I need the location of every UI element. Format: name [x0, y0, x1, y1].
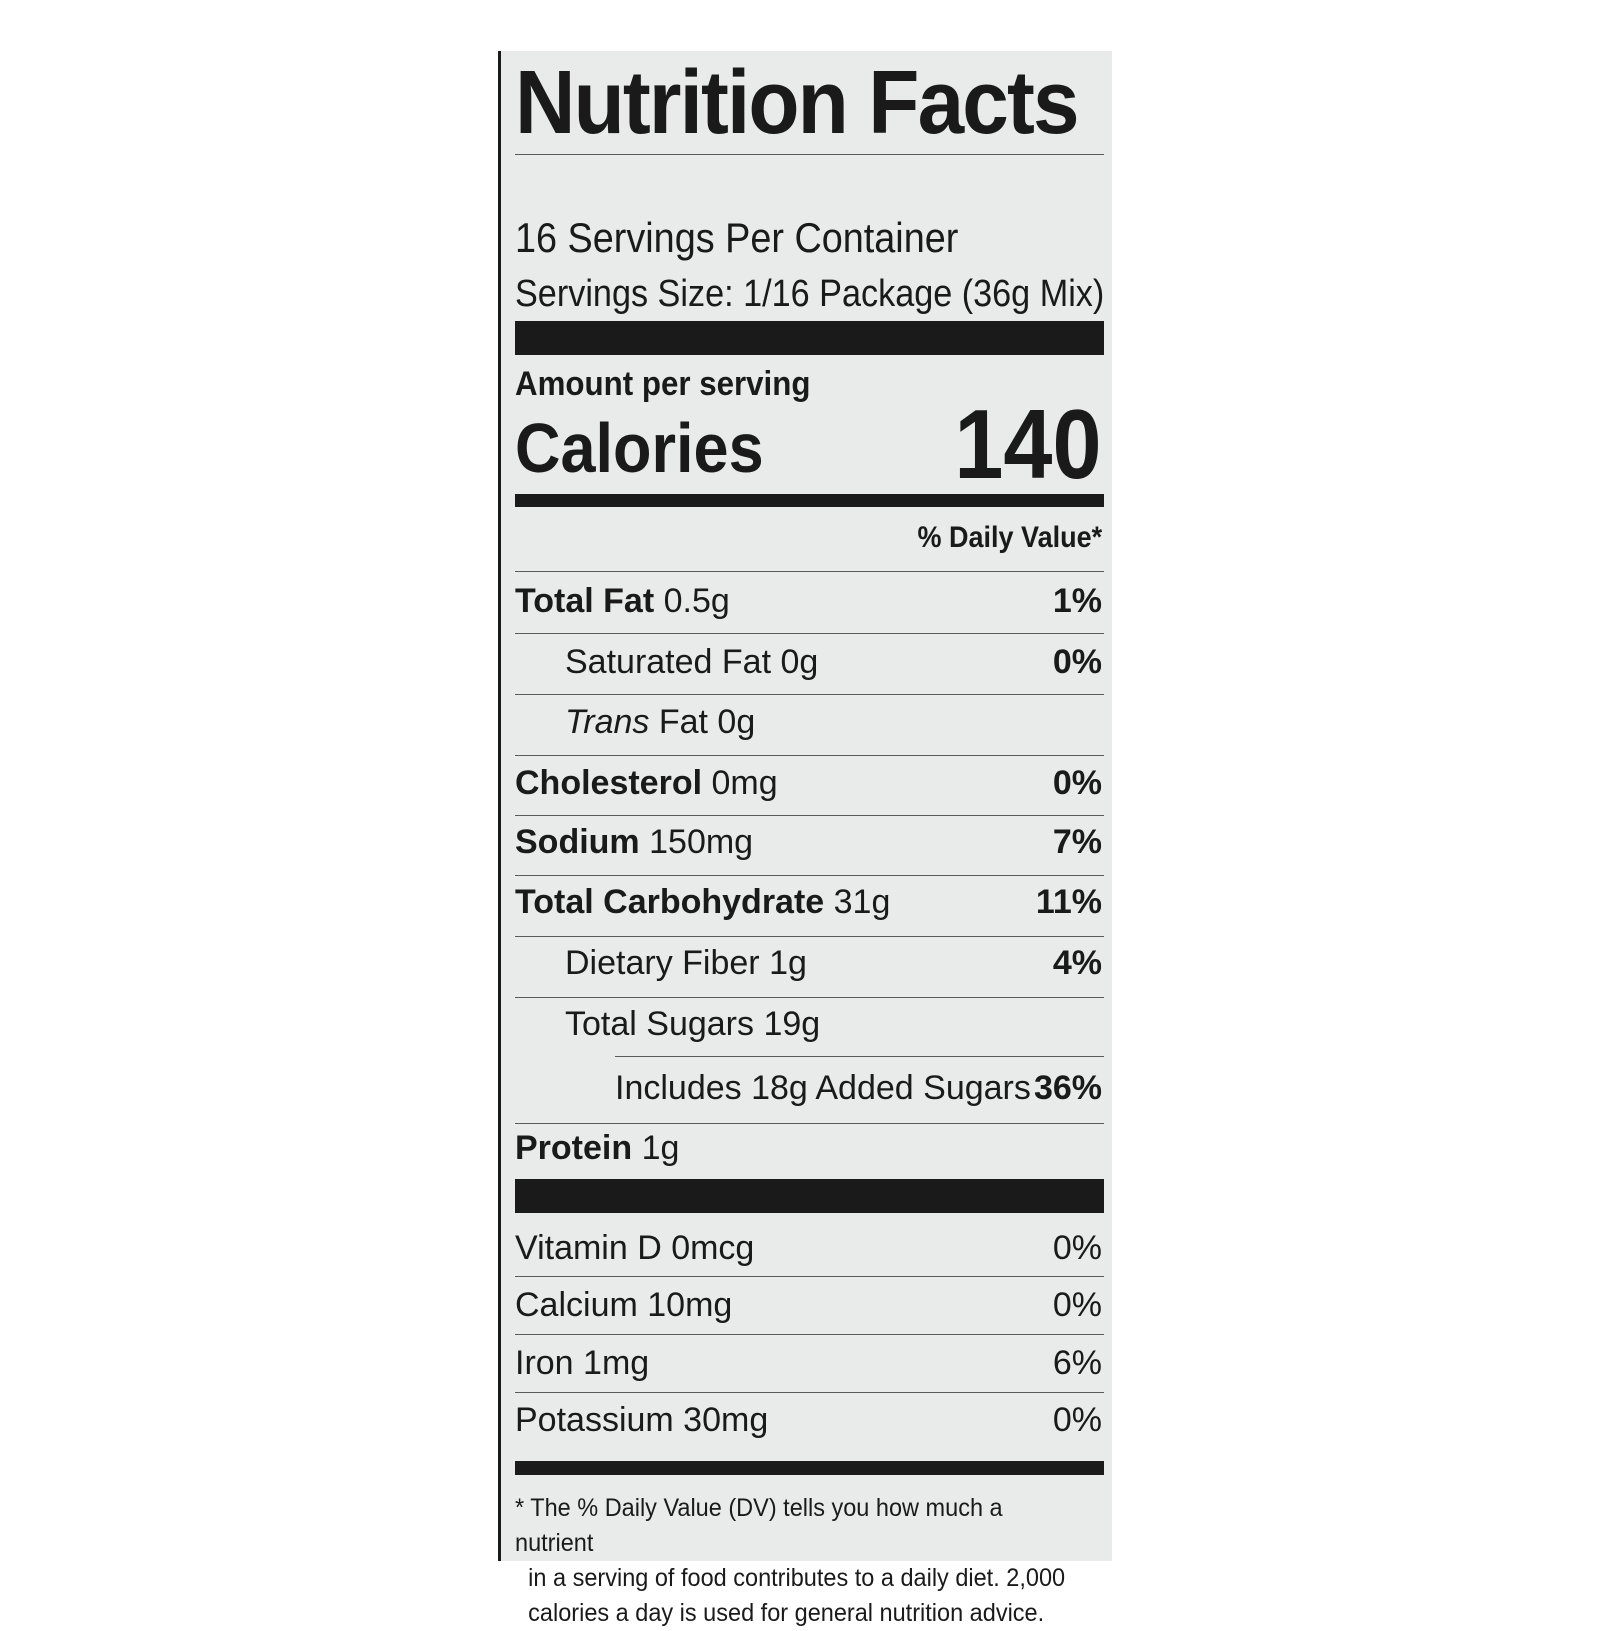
nutrient-row-sodium: Sodium 150mg 7%	[515, 815, 1104, 875]
vitamin-row-calcium: Calcium 10mg 0%	[515, 1278, 1104, 1338]
nutrient-dv: 11%	[1035, 883, 1102, 921]
divider	[515, 997, 1104, 998]
nutrient-amount: 1g	[769, 944, 807, 982]
vitamin-dv: 6%	[1052, 1344, 1102, 1382]
divider	[515, 154, 1104, 155]
vitamin-dv: 0%	[1052, 1229, 1102, 1267]
thick-divider	[515, 1179, 1104, 1213]
divider	[515, 1276, 1104, 1277]
footnote-line: * The % Daily Value (DV) tells you how m…	[515, 1494, 1003, 1557]
nutrient-label: Total Carbohydrate 31g	[515, 883, 890, 922]
divider	[515, 1334, 1104, 1335]
serving-size: Servings Size: 1/16 Package (36g Mix)	[515, 273, 1105, 315]
divider	[515, 936, 1104, 937]
thick-divider	[515, 321, 1104, 355]
nutrient-label: Total Sugars 19g	[565, 1005, 820, 1044]
footnote-line: calories a day is used for general nutri…	[528, 1599, 1045, 1627]
divider	[515, 571, 1104, 572]
nutrient-row-dietary-fiber: Dietary Fiber 1g 4%	[515, 936, 1104, 996]
vitamin-row-vitamin-d: Vitamin D 0mcg 0%	[515, 1221, 1104, 1281]
nutrient-amount: 31g	[833, 883, 891, 921]
nutrient-amount: 19g	[763, 1005, 821, 1043]
nutrient-name: Total Carbohydrate	[515, 883, 825, 921]
nutrient-dv: 36%	[1033, 1069, 1102, 1107]
nutrient-name: Protein	[515, 1129, 633, 1167]
nutrient-label: Dietary Fiber 1g	[565, 944, 807, 983]
nutrient-row-trans-fat: Trans Fat 0g	[515, 695, 1104, 755]
nutrient-row-added-sugars: Includes 18g Added Sugars 36%	[515, 1061, 1104, 1121]
footnote: * The % Daily Value (DV) tells you how m…	[515, 1491, 1069, 1631]
nutrient-amount: 1g	[641, 1129, 680, 1167]
medium-divider	[515, 1461, 1104, 1475]
nutrient-row-total-carbohydrate: Total Carbohydrate 31g 11%	[515, 875, 1104, 935]
nutrient-name: Sodium	[515, 823, 640, 861]
calories-label: Calories	[515, 409, 764, 487]
divider	[515, 633, 1104, 634]
servings-per-container: 16 Servings Per Container	[515, 214, 959, 261]
nutrient-label: Protein 1g	[515, 1129, 679, 1168]
vitamin-dv: 0%	[1052, 1286, 1102, 1324]
calories-value: 140	[954, 389, 1102, 499]
nutrient-amount: 0g	[780, 643, 819, 681]
nutrient-dv: 1%	[1052, 582, 1102, 620]
nutrient-label: Total Fat 0.5g	[515, 582, 730, 621]
nutrient-label: Sodium 150mg	[515, 823, 753, 862]
nutrient-dv: 7%	[1052, 823, 1102, 861]
nutrient-name: Dietary Fiber	[565, 944, 760, 982]
nutrient-row-protein: Protein 1g	[515, 1121, 1104, 1181]
divider	[515, 755, 1104, 756]
nutrient-label: Trans Fat 0g	[565, 703, 755, 742]
nutrient-name: Cholesterol	[515, 764, 703, 802]
vitamin-row-potassium: Potassium 30mg 0%	[515, 1393, 1104, 1453]
nutrient-row-saturated-fat: Saturated Fat 0g 0%	[515, 635, 1104, 695]
nutrient-label: Cholesterol 0mg	[515, 764, 778, 803]
footnote-line: in a serving of food contributes to a da…	[528, 1564, 1066, 1592]
nutrient-name: Trans	[565, 703, 650, 741]
nutrient-dv: 0%	[1052, 643, 1102, 681]
daily-value-header: % Daily Value*	[917, 521, 1102, 554]
medium-divider	[515, 494, 1104, 507]
amount-per-serving: Amount per serving	[515, 365, 811, 403]
nutrient-dv: 0%	[1052, 764, 1102, 802]
nutrient-label: Saturated Fat 0g	[565, 643, 818, 682]
vitamin-label: Iron 1mg	[515, 1344, 650, 1382]
divider	[515, 1392, 1104, 1393]
nutrient-name: Total Fat	[515, 582, 655, 620]
nutrient-dv: 4%	[1052, 944, 1102, 982]
nutrient-row-total-fat: Total Fat 0.5g 1%	[515, 574, 1104, 634]
divider	[515, 815, 1104, 816]
vitamin-label: Potassium 30mg	[515, 1401, 769, 1439]
nutrition-label: Nutrition Facts 16 Servings Per Containe…	[498, 51, 1112, 1627]
nutrient-amount: Fat 0g	[658, 703, 756, 741]
label-title: Nutrition Facts	[515, 53, 1080, 153]
nutrient-row-total-sugars: Total Sugars 19g	[515, 997, 1104, 1057]
divider	[515, 1123, 1104, 1124]
vitamin-label: Calcium 10mg	[515, 1286, 733, 1324]
divider	[515, 694, 1104, 695]
vitamin-label: Vitamin D 0mcg	[515, 1229, 755, 1267]
vitamin-dv: 0%	[1052, 1401, 1102, 1439]
divider	[515, 875, 1104, 876]
nutrient-label: Includes 18g Added Sugars	[615, 1069, 1031, 1107]
nutrient-amount: 150mg	[649, 823, 754, 861]
divider	[615, 1056, 1104, 1057]
nutrient-row-cholesterol: Cholesterol 0mg 0%	[515, 756, 1104, 816]
nutrient-name: Total Sugars	[565, 1005, 754, 1043]
nutrient-amount: 0mg	[711, 764, 778, 802]
nutrient-amount: 0.5g	[663, 582, 730, 620]
nutrient-name: Saturated Fat	[565, 643, 772, 681]
vitamin-row-iron: Iron 1mg 6%	[515, 1336, 1104, 1396]
